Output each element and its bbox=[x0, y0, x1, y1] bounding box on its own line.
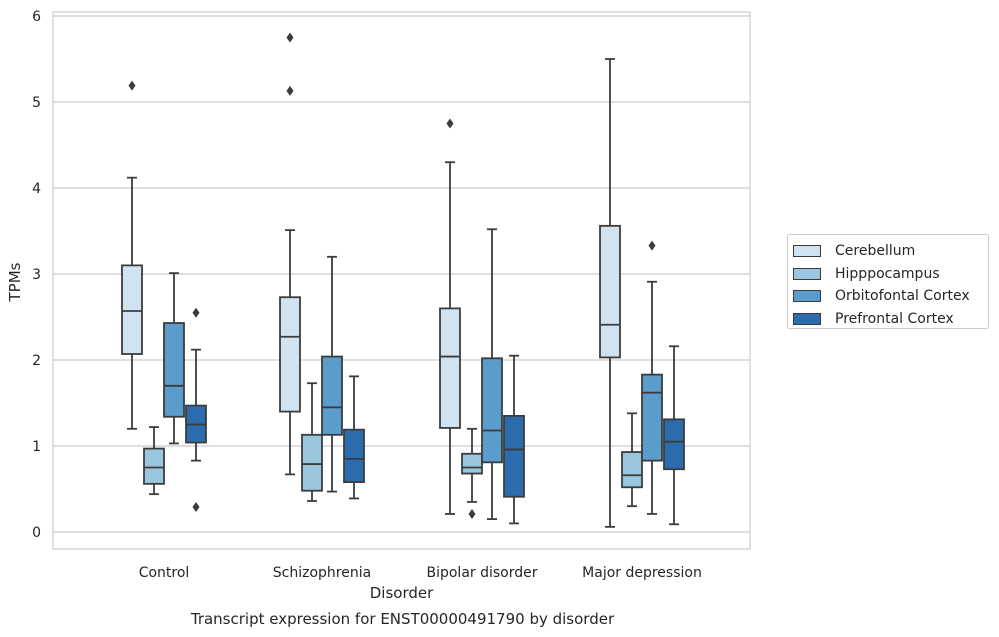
x-tick-label: Major depression bbox=[582, 565, 702, 581]
outlier-point bbox=[648, 240, 656, 251]
outlier-point bbox=[286, 85, 294, 96]
box bbox=[503, 414, 525, 498]
y-axis-label: TPMs bbox=[6, 262, 24, 302]
box-group bbox=[621, 412, 643, 508]
box-group bbox=[121, 80, 143, 430]
box bbox=[279, 296, 301, 413]
box bbox=[343, 428, 365, 484]
outlier-point bbox=[446, 118, 454, 129]
y-tick-label: 3 bbox=[32, 267, 41, 283]
figure-caption: Transcript expression for ENST0000049179… bbox=[190, 610, 615, 628]
box-group bbox=[439, 118, 461, 515]
legend-label-cerebellum: Cerebellum bbox=[835, 243, 916, 260]
box bbox=[481, 357, 503, 464]
box-group bbox=[599, 58, 621, 528]
box bbox=[439, 307, 461, 429]
outlier-point bbox=[468, 508, 476, 519]
box-group bbox=[321, 255, 343, 493]
outlier-point bbox=[192, 502, 200, 513]
y-tick-label: 1 bbox=[32, 439, 41, 455]
box-group bbox=[301, 382, 323, 502]
box-group bbox=[163, 272, 185, 445]
box-group bbox=[279, 32, 301, 476]
legend-item-hippocampus: Hipppocampus bbox=[793, 263, 988, 286]
box-group bbox=[143, 426, 165, 496]
box bbox=[121, 264, 143, 355]
y-tick-label: 5 bbox=[32, 95, 41, 111]
legend-item-prefrontal-cortex: Prefrontal Cortex bbox=[793, 308, 988, 331]
box bbox=[621, 451, 643, 489]
box-group bbox=[641, 240, 663, 515]
box-group bbox=[461, 427, 483, 519]
legend-item-cerebellum: Cerebellum bbox=[793, 240, 988, 263]
box-group bbox=[481, 228, 503, 520]
box bbox=[143, 447, 165, 485]
box-group bbox=[343, 375, 365, 500]
y-tick-label: 0 bbox=[32, 525, 41, 541]
x-axis-label: Disorder bbox=[370, 584, 434, 602]
legend-label-prefrontal-cortex: Prefrontal Cortex bbox=[835, 310, 954, 327]
legend: Cerebellum Hipppocampus Orbitofontal Cor… bbox=[787, 234, 989, 329]
legend-item-orbitofrontal-cortex: Orbitofontal Cortex bbox=[793, 285, 988, 308]
legend-swatch-cerebellum bbox=[793, 245, 821, 258]
outlier-point bbox=[192, 307, 200, 318]
box bbox=[301, 433, 323, 492]
legend-label-orbitofrontal-cortex: Orbitofontal Cortex bbox=[835, 288, 970, 305]
box bbox=[163, 322, 185, 418]
box bbox=[641, 373, 663, 462]
legend-swatch-hippocampus bbox=[793, 267, 821, 280]
y-tick-label: 4 bbox=[32, 181, 41, 197]
legend-label-hippocampus: Hipppocampus bbox=[835, 265, 940, 282]
box bbox=[663, 418, 685, 471]
legend-swatch-orbitofrontal-cortex bbox=[793, 290, 821, 303]
box bbox=[321, 355, 343, 436]
x-tick-label: Schizophrenia bbox=[273, 565, 371, 581]
box-group bbox=[185, 307, 207, 513]
outlier-point bbox=[128, 80, 136, 91]
box bbox=[599, 224, 621, 359]
x-tick-label: Control bbox=[139, 565, 190, 581]
y-tick-label: 2 bbox=[32, 353, 41, 369]
outlier-point bbox=[286, 32, 294, 43]
box-group bbox=[663, 345, 685, 526]
y-tick-label: 6 bbox=[32, 9, 41, 25]
legend-swatch-prefrontal-cortex bbox=[793, 312, 821, 325]
box-group bbox=[503, 354, 525, 525]
x-tick-label: Bipolar disorder bbox=[426, 565, 537, 581]
box bbox=[461, 452, 483, 475]
